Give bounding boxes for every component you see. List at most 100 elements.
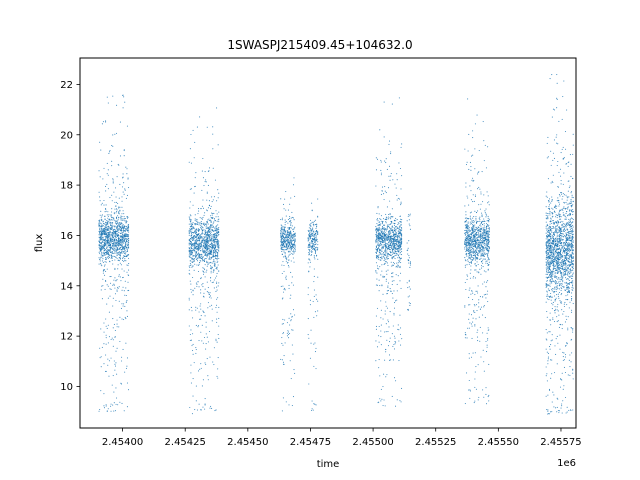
data-point (122, 234, 124, 236)
data-point (469, 322, 471, 324)
data-point (113, 279, 115, 281)
data-point (118, 274, 120, 276)
data-point (386, 254, 388, 256)
data-point (376, 265, 379, 267)
data-point (291, 243, 293, 245)
data-point (484, 144, 486, 146)
data-point (472, 194, 474, 196)
data-point (307, 237, 309, 239)
data-point (119, 276, 121, 278)
data-point (213, 250, 215, 252)
data-point (113, 410, 115, 412)
data-point (308, 227, 310, 229)
data-point (375, 340, 377, 342)
data-point (122, 224, 124, 226)
data-point (111, 255, 113, 257)
data-point (105, 280, 107, 282)
data-point (204, 252, 206, 254)
data-point (192, 289, 194, 291)
data-point (108, 241, 110, 243)
data-point (389, 217, 391, 219)
data-point (207, 207, 209, 209)
data-point (198, 222, 200, 224)
data-point (214, 261, 216, 263)
data-point (392, 261, 395, 264)
data-point (485, 223, 488, 225)
data-point (477, 340, 479, 342)
data-point (203, 223, 205, 225)
data-point (217, 264, 219, 266)
data-point (124, 246, 126, 248)
data-point (214, 238, 216, 241)
data-point (392, 257, 394, 259)
data-point (188, 247, 190, 249)
data-point (209, 407, 211, 409)
data-point (391, 283, 393, 286)
data-point (107, 217, 109, 219)
data-point (198, 253, 200, 255)
data-point (385, 222, 387, 224)
data-point (289, 244, 291, 246)
data-point (107, 102, 109, 104)
data-point (287, 259, 290, 261)
data-point (119, 225, 121, 228)
data-point (380, 250, 382, 252)
data-point (120, 264, 122, 266)
data-point (468, 357, 470, 359)
data-point (208, 235, 211, 237)
data-point (194, 223, 196, 225)
data-point (210, 243, 212, 245)
data-point (207, 261, 209, 263)
data-point (109, 249, 111, 251)
data-point (288, 404, 290, 406)
data-point (378, 246, 380, 248)
data-point (284, 232, 286, 234)
data-point (393, 239, 395, 241)
data-point (201, 254, 203, 256)
data-point (106, 256, 108, 258)
data-point (383, 241, 385, 243)
data-point (307, 334, 309, 336)
data-point (465, 231, 467, 233)
data-point (218, 250, 220, 252)
data-point (120, 229, 123, 231)
data-point (204, 225, 206, 227)
data-point (289, 227, 291, 229)
data-point (107, 241, 109, 244)
data-point (280, 198, 282, 200)
data-point (484, 317, 486, 319)
data-point (125, 222, 127, 224)
data-point (312, 248, 314, 250)
data-point (122, 232, 124, 234)
data-point (103, 265, 106, 267)
data-point (114, 240, 116, 242)
data-point (314, 235, 316, 237)
data-point (311, 251, 313, 253)
data-point (103, 269, 105, 271)
data-point (123, 155, 125, 157)
data-point (111, 254, 113, 256)
data-point (284, 198, 286, 200)
data-point (476, 114, 478, 116)
data-point (203, 336, 206, 339)
data-point (201, 218, 203, 220)
data-point (212, 240, 214, 242)
data-point (314, 238, 316, 240)
data-point (380, 400, 382, 402)
data-point (470, 199, 472, 201)
data-point (389, 213, 391, 215)
data-point (102, 225, 104, 227)
data-point (394, 233, 396, 235)
data-point (401, 254, 403, 256)
data-point (213, 234, 215, 236)
data-point (105, 232, 107, 234)
data-point (280, 228, 282, 230)
data-point (99, 258, 101, 260)
data-point (391, 272, 393, 274)
data-point (105, 120, 107, 122)
data-point (314, 232, 316, 234)
data-point (281, 232, 283, 234)
data-point (126, 226, 128, 228)
data-point (195, 243, 197, 245)
data-point (390, 218, 392, 220)
